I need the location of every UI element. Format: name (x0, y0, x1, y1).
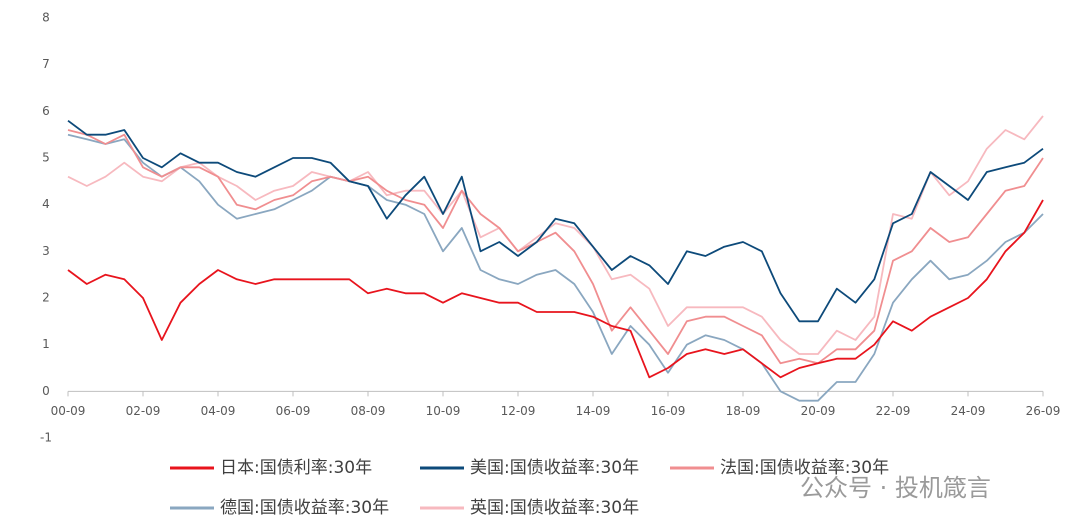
x-tick-label: 14-09 (576, 404, 611, 418)
y-tick-label: 3 (42, 244, 50, 258)
x-tick-label: 04-09 (201, 404, 236, 418)
x-tick-label: 16-09 (651, 404, 686, 418)
x-tick-label: 06-09 (276, 404, 311, 418)
x-tick-label: 02-09 (126, 404, 161, 418)
series-line (67, 115, 1044, 355)
y-tick-label: -1 (40, 431, 52, 445)
y-tick-label: 0 (42, 384, 50, 398)
y-tick-label: 6 (42, 104, 50, 118)
y-tick-label: 1 (42, 337, 50, 351)
x-tick-label: 10-09 (426, 404, 461, 418)
x-tick-label: 20-09 (801, 404, 836, 418)
legend-label: 美国:国债收益率:30年 (470, 458, 639, 478)
x-tick-label: 00-09 (51, 404, 86, 418)
y-tick-label: 7 (42, 57, 50, 71)
legend-label: 德国:国债收益率:30年 (220, 498, 389, 518)
x-tick-label: 08-09 (351, 404, 386, 418)
x-tick-label: 22-09 (876, 404, 911, 418)
series-line (67, 119, 1044, 323)
x-tick-label: 12-09 (501, 404, 536, 418)
y-tick-label: 2 (42, 291, 50, 305)
y-tick-label: 5 (42, 151, 50, 165)
series-line (67, 199, 1044, 379)
legend-label: 法国:国债收益率:30年 (720, 458, 889, 478)
legend-label: 日本:国债利率:30年 (220, 458, 372, 478)
legend-label: 英国:国债收益率:30年 (470, 498, 639, 518)
y-tick-label: 4 (42, 197, 50, 211)
y-tick-label: 8 (42, 11, 50, 25)
x-tick-label: 24-09 (951, 404, 986, 418)
watermark: 公众号 · 投机箴言 (800, 474, 991, 502)
x-tick-label: 26-09 (1026, 404, 1061, 418)
series-line (67, 129, 1044, 365)
x-tick-label: 18-09 (726, 404, 761, 418)
